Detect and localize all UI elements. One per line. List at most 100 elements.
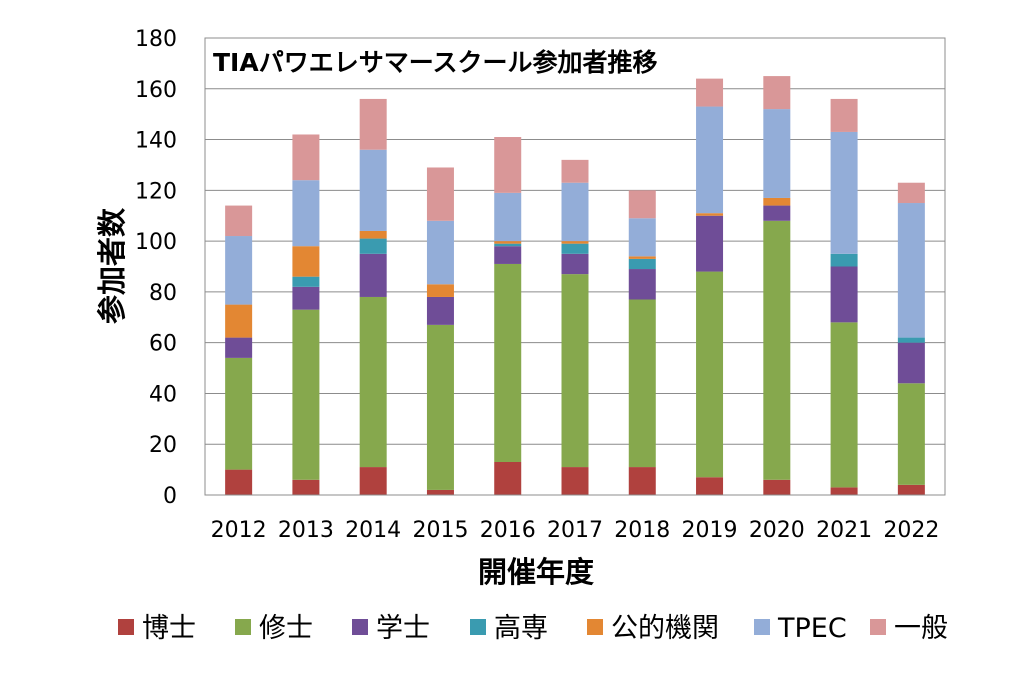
bar-segment [359, 149, 387, 231]
bar-segment [359, 230, 387, 239]
bar-segment [763, 76, 791, 110]
bar-segment [830, 131, 858, 254]
x-tick-label: 2014 [345, 518, 401, 543]
bar-segment [830, 98, 858, 132]
y-tick-labels: 0 20 40 60 80 100 120 140 160 180 [135, 27, 177, 509]
x-tick-label: 2012 [211, 518, 267, 543]
x-tick-label: 2018 [614, 518, 670, 543]
bar-segment [292, 180, 320, 247]
bar-segment [830, 266, 858, 323]
bar-segment [359, 238, 387, 254]
bar-segment [494, 137, 522, 193]
bar-segment [628, 258, 656, 270]
legend-label: 博士 [142, 613, 196, 644]
legend-swatch [470, 619, 486, 635]
bar-segment [494, 241, 522, 244]
bar-segment [763, 197, 791, 206]
bar-segment [561, 467, 589, 495]
x-axis-label: 開催年度 [478, 555, 594, 589]
bar-segment [292, 246, 320, 277]
y-tick-label: 0 [163, 484, 177, 509]
legend-swatch [587, 619, 603, 635]
bar-segment [561, 241, 589, 244]
bar-segment [696, 106, 724, 214]
bar-segment [494, 263, 522, 462]
x-tick-label: 2022 [883, 518, 939, 543]
bar-segment [426, 284, 454, 297]
bar-segment [628, 269, 656, 300]
bar-segment [359, 296, 387, 468]
y-tick-label: 80 [149, 281, 177, 306]
y-tick-label: 140 [135, 129, 177, 154]
bar-segment [494, 192, 522, 242]
bar-segment [696, 215, 724, 272]
bar-segment [897, 337, 925, 343]
bar-segment [292, 479, 320, 495]
y-tick-label: 120 [135, 179, 177, 204]
bar-segment [696, 213, 724, 216]
bar-segment [696, 271, 724, 478]
plot-area-frame [204, 37, 946, 496]
bar-segment [426, 220, 454, 285]
bar-segment [897, 484, 925, 495]
bar-segment [292, 286, 320, 310]
bar-segment [426, 167, 454, 221]
legend-swatch [870, 619, 886, 635]
bar-segment [292, 276, 320, 287]
bar-segment [426, 489, 454, 495]
legend-swatch [352, 619, 368, 635]
bar-segment [897, 383, 925, 485]
bar-segment [763, 205, 791, 221]
bar-segment [628, 218, 656, 257]
legend-swatch [118, 619, 134, 635]
y-tick-label: 60 [149, 332, 177, 357]
bar-segment [494, 243, 522, 247]
bar-segment [561, 274, 589, 468]
y-tick-label: 40 [149, 382, 177, 407]
x-tick-label: 2021 [816, 518, 872, 543]
bar-segment [628, 190, 656, 219]
bar-segment [763, 109, 791, 198]
legend-label: TPEC [777, 613, 847, 644]
bar-segment [225, 304, 253, 338]
bar-segment [292, 134, 320, 181]
bar-segment [696, 78, 724, 107]
bar-segment [426, 296, 454, 325]
x-tick-label: 2020 [749, 518, 805, 543]
bar-segment [359, 98, 387, 150]
bar-segment [225, 469, 253, 495]
bar-segment [830, 322, 858, 488]
bar-segment [292, 309, 320, 480]
bar-segment [897, 182, 925, 204]
legend-swatch [235, 619, 251, 635]
bar-segment [359, 467, 387, 495]
bar-segment [763, 479, 791, 495]
legend: 博士 修士 学士 高専 公的機関 TPEC 一般 [118, 613, 948, 644]
bar-segment [628, 299, 656, 468]
x-tick-label: 2017 [547, 518, 603, 543]
bar-segment [225, 205, 253, 237]
bar-segment [897, 203, 925, 338]
bars [225, 76, 925, 495]
bar-segment [225, 337, 253, 358]
y-tick-label: 160 [135, 78, 177, 103]
x-tick-label: 2015 [412, 518, 468, 543]
y-tick-label: 180 [135, 27, 177, 52]
legend-label: 学士 [376, 613, 430, 644]
bar-segment [830, 487, 858, 495]
y-tick-label: 20 [149, 433, 177, 458]
chart-title: TIAパワエレサマースクール参加者推移 [213, 48, 657, 77]
bar-segment [494, 246, 522, 264]
legend-label: 一般 [894, 613, 948, 644]
bar-segment [225, 236, 253, 305]
x-tick-label: 2016 [480, 518, 536, 543]
legend-swatch [754, 619, 770, 635]
legend-label: 公的機関 [611, 613, 719, 644]
bar-segment [830, 253, 858, 267]
bar-segment [561, 182, 589, 242]
x-tick-label: 2013 [278, 518, 334, 543]
y-axis-label: 参加者数 [95, 207, 129, 324]
y-tick-label: 100 [135, 230, 177, 255]
bar-segment [696, 477, 724, 495]
